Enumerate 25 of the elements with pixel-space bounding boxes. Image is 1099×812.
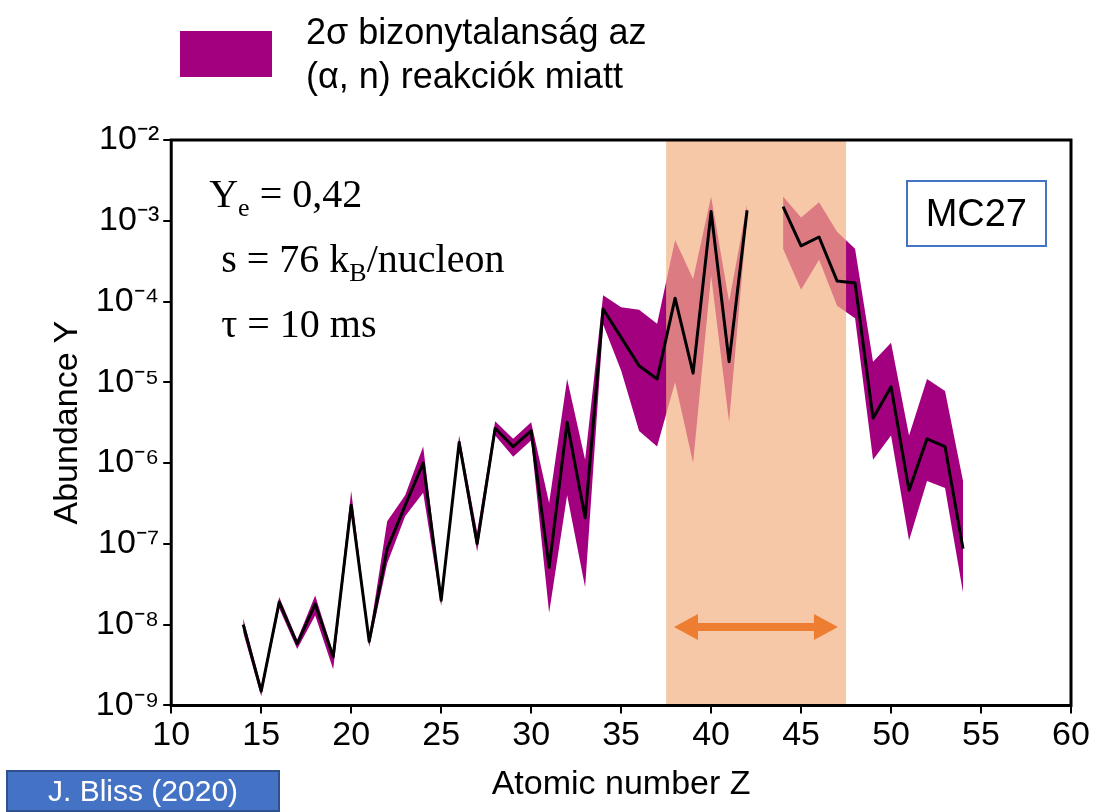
- x-tick-label: 25: [422, 714, 461, 753]
- y-tick-label: 10⁻³: [99, 199, 160, 238]
- text: 2σ bizonytalanság az (α, n) reakciók miatt: [306, 10, 648, 98]
- y-tick-label: 10⁻⁴: [95, 279, 160, 318]
- y-tick-label: 10⁻²: [99, 118, 160, 157]
- x-tick-label: 30: [512, 714, 551, 753]
- annotation: τ = 10 ms: [221, 300, 377, 347]
- text: J. Bliss (2020): [6, 770, 281, 812]
- y-tick-label: 10⁻⁶: [96, 441, 160, 480]
- annotation: s = 76 k$_{B}$/nucleon: [221, 235, 505, 288]
- annotation: Y$_{e}$ = 0,42: [209, 170, 363, 223]
- x-tick-label: 40: [692, 714, 731, 753]
- x-tick-label: 45: [782, 714, 820, 753]
- y-axis-title: Abundance Y: [45, 320, 84, 525]
- y-tick-label: 10⁻⁷: [98, 522, 160, 561]
- x-tick-label: 20: [332, 714, 371, 753]
- y-tick-label: 10⁻⁸: [96, 603, 160, 641]
- x-tick-label: 55: [962, 714, 1000, 753]
- x-tick-label: 50: [872, 714, 910, 753]
- x-tick-label: 15: [242, 714, 281, 753]
- x-tick-label: 35: [602, 714, 641, 753]
- annotation: MC27: [905, 180, 1047, 247]
- y-tick-label: 10⁻⁵: [96, 360, 160, 399]
- x-tick-label: 60: [1052, 714, 1090, 753]
- x-axis-title: Atomic number Z: [491, 762, 751, 801]
